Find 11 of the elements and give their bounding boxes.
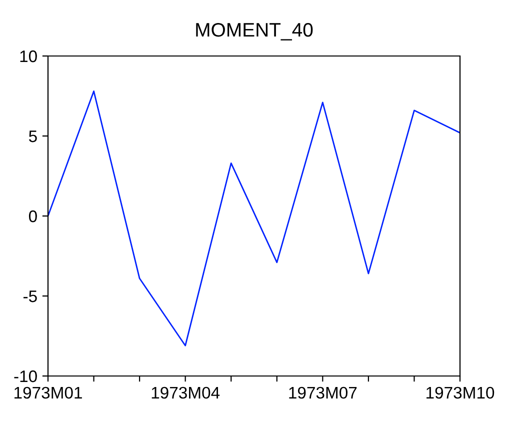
- chart-title: MOMENT_40: [196, 22, 313, 40]
- x-tick-label: 1973M07: [289, 386, 357, 399]
- x-tick-label: 1973M04: [152, 386, 220, 399]
- y-tick-label: 10: [20, 50, 37, 62]
- line-series: [48, 90, 460, 346]
- y-tick-label: -5: [24, 290, 37, 302]
- x-tick-label: 1973M01: [14, 386, 82, 399]
- y-tick-label: 0: [28, 210, 37, 222]
- y-tick-label: -10: [14, 370, 37, 382]
- y-tick-label: 5: [28, 130, 37, 142]
- x-tick-label: 1973M10: [426, 386, 494, 399]
